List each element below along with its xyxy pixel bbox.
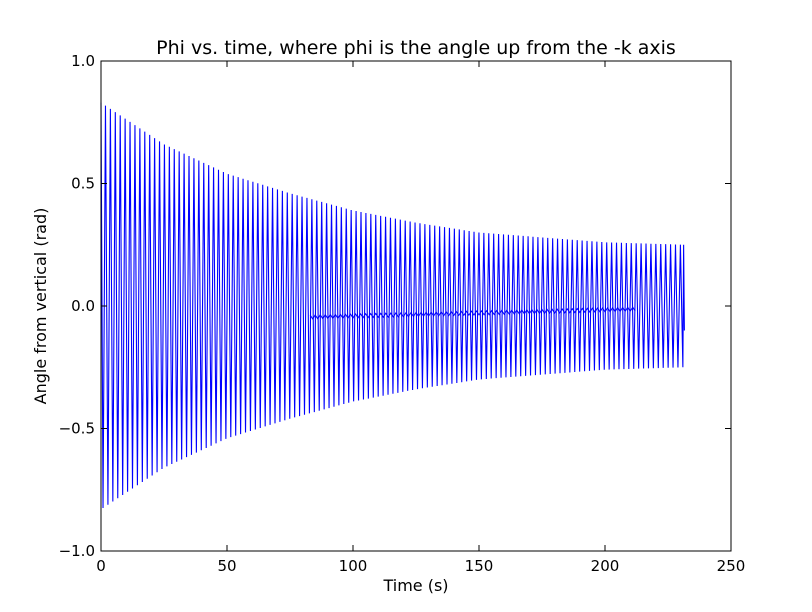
x-axis-label: Time (s) (382, 576, 448, 595)
plot-area (100, 102, 685, 509)
chart-title: Phi vs. time, where phi is the angle up … (156, 37, 676, 59)
y-axis-label: Angle from vertical (rad) (31, 208, 50, 405)
y-tick-label: 0.5 (71, 175, 95, 193)
x-tick-label: 100 (339, 557, 368, 575)
x-tick-label: 150 (465, 557, 494, 575)
x-tick-label: 0 (96, 557, 106, 575)
series-center-band (309, 306, 636, 320)
y-tick-label: −0.5 (59, 420, 95, 438)
series-line (100, 102, 685, 509)
x-tick-label: 50 (217, 557, 236, 575)
y-tick-label: −1.0 (59, 542, 95, 560)
y-axis: 1.0 0.5 0.0 −0.5 −1.0 (59, 52, 731, 560)
x-axis: 0 50 100 150 200 250 (96, 61, 745, 575)
y-tick-label: 0.0 (71, 297, 95, 315)
y-tick-label: 1.0 (71, 52, 95, 70)
x-tick-label: 250 (717, 557, 746, 575)
x-tick-label: 200 (591, 557, 620, 575)
